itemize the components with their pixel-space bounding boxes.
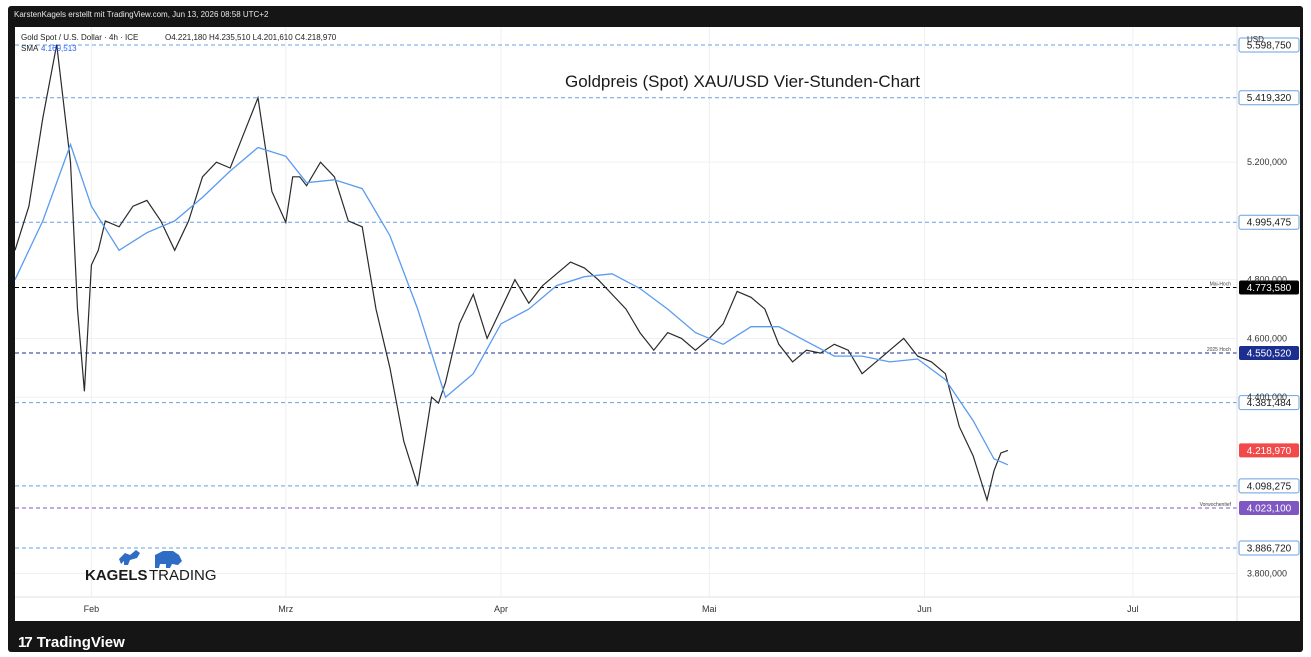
axes: USD Feb Mrz Apr Mai Jun Jul 5.200,000 4.800,000…: [15, 27, 1300, 621]
chart-title: Goldpreis (Spot) XAU/USD Vier-Stunden-Ch…: [565, 72, 920, 91]
level-tag: [1239, 500, 1299, 515]
y-tick-label: 4.600,000: [1247, 333, 1287, 343]
level-label: 4.381,484: [1247, 398, 1292, 409]
x-tick-label: Apr: [494, 604, 508, 614]
x-tick-label: Jun: [917, 604, 932, 614]
level-tag: [1238, 478, 1300, 494]
level-tag: [1238, 214, 1300, 230]
tradingview-name: TradingView: [36, 634, 125, 651]
level-tag: [1238, 395, 1300, 411]
level-note: Mai-Hoch: [1210, 281, 1232, 287]
price-chart[interactable]: 5.598,750 5.419,320 4.995,475 Mai-Hoch 4.773…: [14, 27, 1300, 621]
level-label: 4.023,100: [1247, 503, 1292, 514]
symbol-line: Gold Spot / U.S. Dollar · 4h · ICE: [21, 33, 138, 42]
level-label: 4.098,275: [1247, 481, 1292, 492]
x-tick-label: Mrz: [278, 604, 293, 614]
tradingview-logo-icon: 17: [18, 634, 33, 651]
price-levels: 5.598,750 5.419,320 4.995,475 Mai-Hoch 4.773…: [15, 37, 1300, 556]
level-label: 4.995,475: [1247, 218, 1292, 229]
series: [14, 44, 1009, 503]
y-tick-label: 4.800,000: [1247, 275, 1287, 285]
logo-text-light: TRADING: [149, 567, 217, 584]
y-tick-label: 4.400,000: [1247, 392, 1287, 402]
level-label: 5.598,750: [1247, 40, 1292, 51]
level-note: Vorwochentief: [1200, 502, 1232, 508]
tradingview-branding[interactable]: 17 TradingView: [18, 634, 125, 651]
sma-line: [14, 142, 1009, 466]
level-label: 3.886,720: [1247, 544, 1292, 555]
chart-legend: Gold Spot / U.S. Dollar · 4h · ICE O4.22…: [21, 33, 337, 53]
logo-text-bold: KAGELS: [85, 567, 148, 584]
chart-area[interactable]: 5.598,750 5.419,320 4.995,475 Mai-Hoch 4.773…: [14, 27, 1300, 621]
attribution-text: KarstenKagels erstellt mit TradingView.c…: [14, 10, 269, 19]
y-tick-label: 5.200,000: [1247, 157, 1287, 167]
level-label: 4.550,520: [1247, 348, 1292, 359]
x-tick-label: Feb: [84, 604, 100, 614]
level-tag: [1239, 280, 1299, 295]
price-line: [14, 44, 1009, 503]
x-tick-label: Jul: [1127, 604, 1139, 614]
bull-bear-icon: [119, 550, 182, 568]
sma-value: 4.169,513: [41, 44, 77, 53]
level-label: 5.419,320: [1247, 93, 1292, 104]
level-tag: [1238, 37, 1300, 53]
currency-label: USD: [1247, 35, 1264, 44]
level-tag: [1239, 443, 1299, 458]
y-tick-label: 3.800,000: [1247, 568, 1287, 578]
grid: [15, 27, 1237, 597]
level-tag: [1238, 90, 1300, 106]
x-tick-label: Mai: [702, 604, 717, 614]
kagels-trading-logo: KAGELS TRADING: [85, 550, 217, 584]
level-tag: [1238, 540, 1300, 556]
level-note: 2025 Hoch: [1207, 347, 1231, 353]
level-label: 4.218,970: [1247, 446, 1292, 457]
ohlc-values: O4.221,180 H4.235,510 L4.201,610 C4.218,…: [165, 33, 337, 42]
level-label: 4.773,580: [1247, 283, 1292, 294]
sma-label: SMA: [21, 44, 39, 53]
level-tag: [1239, 345, 1299, 360]
